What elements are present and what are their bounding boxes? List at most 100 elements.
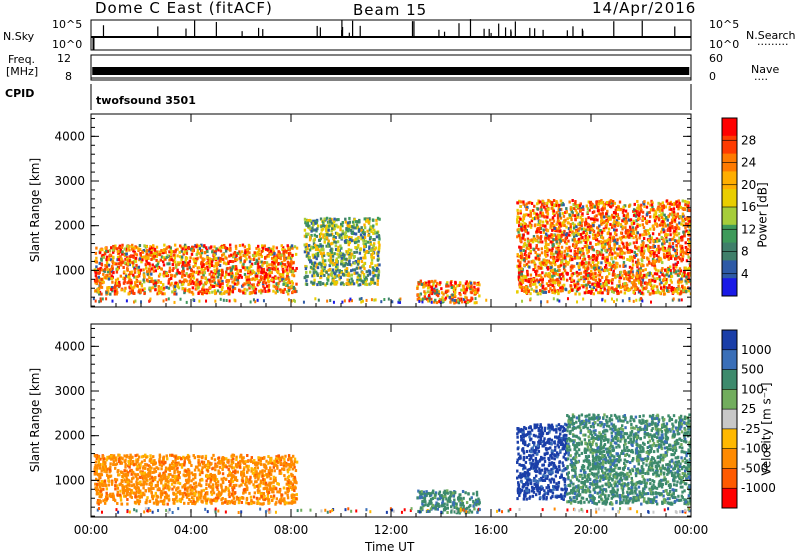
range-gate-cell bbox=[234, 278, 238, 282]
range-gate-cell bbox=[362, 238, 365, 242]
range-gate-cell bbox=[285, 268, 288, 272]
range-gate-cell bbox=[345, 229, 348, 233]
range-gate-cell bbox=[152, 254, 156, 258]
range-gate-cell bbox=[328, 217, 332, 221]
range-gate-cell bbox=[606, 255, 609, 259]
range-gate-cell bbox=[547, 290, 551, 294]
range-gate-cell bbox=[179, 261, 182, 265]
range-gate-cell bbox=[668, 242, 671, 246]
range-gate-cell bbox=[292, 270, 295, 274]
range-gate-cell bbox=[529, 273, 533, 277]
range-gate-cell bbox=[668, 224, 672, 228]
range-gate-cell bbox=[608, 268, 611, 272]
range-gate-cell bbox=[258, 249, 261, 253]
range-gate-cell bbox=[370, 258, 374, 262]
range-gate-cell bbox=[584, 217, 588, 221]
range-gate-cell bbox=[633, 279, 636, 283]
range-gate-cell bbox=[147, 267, 151, 271]
range-gate-cell bbox=[310, 280, 313, 284]
range-gate-cell bbox=[622, 270, 626, 274]
range-gate-cell bbox=[281, 264, 284, 268]
range-gate-cell bbox=[318, 280, 321, 284]
range-gate-cell bbox=[144, 256, 147, 260]
range-gate-cell bbox=[239, 260, 242, 264]
range-gate-cell bbox=[342, 255, 346, 259]
range-gate-cell bbox=[173, 292, 176, 296]
range-gate-cell bbox=[685, 247, 689, 251]
range-gate-cell bbox=[642, 233, 646, 237]
range-gate-cell bbox=[517, 227, 520, 231]
range-gate-cell bbox=[154, 281, 158, 285]
range-gate-cell bbox=[176, 247, 179, 251]
range-gate-cell bbox=[206, 289, 210, 293]
range-gate-cell bbox=[244, 254, 247, 258]
range-gate-cell bbox=[227, 272, 230, 276]
range-gate-cell bbox=[582, 252, 585, 256]
range-gate-cell bbox=[613, 228, 616, 232]
range-gate-cell bbox=[469, 281, 473, 285]
range-gate-cell bbox=[603, 239, 607, 243]
range-gate-cell bbox=[424, 291, 427, 295]
range-gate-cell bbox=[358, 251, 362, 255]
range-gate-cell bbox=[369, 282, 372, 286]
range-gate-cell bbox=[319, 272, 322, 276]
range-gate-cell bbox=[194, 257, 198, 261]
range-gate-cell bbox=[681, 284, 684, 288]
range-gate-cell bbox=[103, 252, 107, 256]
range-gate-cell bbox=[522, 217, 526, 221]
range-gate-cell bbox=[605, 200, 609, 204]
range-gate-cell bbox=[631, 228, 635, 232]
range-gate-cell bbox=[539, 211, 542, 215]
range-gate-cell bbox=[599, 266, 602, 270]
range-gate-cell bbox=[536, 227, 540, 231]
range-gate-cell bbox=[226, 266, 229, 270]
range-gate-cell bbox=[593, 220, 596, 224]
range-gate-cell bbox=[337, 245, 340, 249]
range-gate-cell bbox=[608, 246, 611, 250]
range-gate-cell bbox=[364, 239, 368, 243]
range-gate-cell bbox=[549, 226, 552, 230]
range-gate-cell bbox=[427, 282, 431, 286]
range-gate-cell bbox=[573, 214, 577, 218]
range-gate-cell bbox=[592, 223, 595, 227]
range-gate-cell bbox=[561, 211, 564, 215]
range-gate-cell bbox=[179, 297, 182, 301]
range-gate-cell bbox=[562, 274, 565, 278]
range-gate-cell bbox=[678, 201, 681, 205]
range-gate-cell bbox=[434, 279, 437, 283]
range-gate-cell bbox=[287, 278, 291, 282]
range-gate-cell bbox=[372, 238, 375, 242]
range-gate-cell bbox=[569, 222, 572, 226]
range-gate-cell bbox=[551, 278, 555, 282]
range-gate-cell bbox=[336, 252, 339, 256]
range-gate-cell bbox=[340, 271, 343, 275]
range-gate-cell bbox=[165, 272, 169, 276]
range-gate-cell bbox=[642, 202, 646, 206]
range-gate-cell bbox=[618, 276, 621, 280]
range-gate-cell bbox=[637, 276, 641, 280]
range-gate-cell bbox=[202, 263, 205, 267]
range-gate-cell bbox=[581, 212, 584, 216]
range-gate-cell bbox=[634, 278, 638, 282]
range-gate-cell bbox=[597, 202, 600, 206]
range-gate-cell bbox=[130, 270, 133, 274]
range-gate-cell bbox=[105, 291, 108, 295]
range-gate-cell bbox=[156, 266, 160, 270]
range-gate-cell bbox=[558, 241, 561, 245]
range-gate-cell bbox=[583, 221, 587, 225]
range-gate-cell bbox=[305, 223, 309, 227]
range-gate-cell bbox=[246, 247, 249, 251]
range-gate-cell bbox=[148, 247, 152, 251]
range-gate-cell bbox=[678, 267, 682, 271]
range-gate-cell bbox=[593, 283, 597, 287]
range-gate-cell bbox=[675, 223, 679, 227]
range-gate-cell bbox=[473, 285, 476, 289]
range-gate-cell bbox=[286, 260, 290, 264]
range-gate-cell bbox=[560, 230, 564, 234]
range-gate-cell bbox=[145, 259, 148, 263]
range-gate-cell bbox=[565, 210, 568, 214]
range-gate-cell bbox=[558, 233, 562, 237]
range-gate-cell bbox=[662, 292, 666, 296]
range-gate-cell bbox=[628, 229, 632, 233]
range-gate-cell bbox=[242, 291, 245, 295]
